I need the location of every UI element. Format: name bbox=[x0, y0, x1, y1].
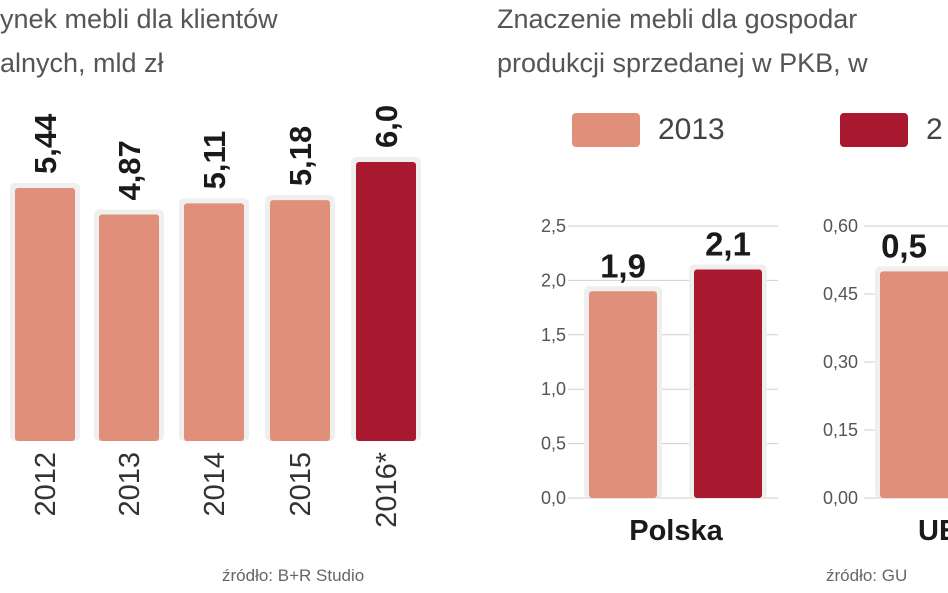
polska-ytick-5: 2,5 bbox=[541, 216, 566, 236]
ue-ytick-4: 0,60 bbox=[823, 216, 858, 236]
left-chart-source: źródło: B+R Studio bbox=[222, 566, 365, 585]
polska-bar-1 bbox=[694, 269, 762, 498]
legend-label-second: 2 bbox=[926, 113, 943, 146]
polska-bar-0 bbox=[589, 291, 657, 498]
polska-ytick-3: 1,5 bbox=[541, 325, 566, 345]
category-label-2016*: 2016* bbox=[371, 452, 403, 528]
right-chart-source: źródło: GU bbox=[826, 566, 908, 585]
ue-bar-0 bbox=[880, 271, 948, 498]
value-label-2014: 5,11 bbox=[197, 131, 232, 190]
value-label-2012: 5,44 bbox=[28, 113, 63, 174]
legend-swatch-second bbox=[840, 113, 908, 147]
legend-item-second: 2 bbox=[840, 113, 943, 147]
bar-2015 bbox=[270, 200, 330, 441]
group-label-polska: Polska bbox=[629, 515, 723, 547]
right-chart-title-line2: produkcji sprzedanej w PKB, w bbox=[497, 48, 868, 78]
polska-ytick-1: 0,5 bbox=[541, 434, 566, 454]
category-label-2013: 2013 bbox=[114, 452, 146, 517]
value-label-2013: 4,87 bbox=[112, 140, 147, 200]
ue-ytick-0: 0,00 bbox=[823, 488, 858, 508]
category-label-2014: 2014 bbox=[199, 452, 231, 517]
ue-ytick-2: 0,30 bbox=[823, 352, 858, 372]
legend-swatch-2013 bbox=[572, 113, 640, 147]
legend-item-2013: 2013 bbox=[572, 113, 725, 147]
legend-label-2013: 2013 bbox=[658, 113, 725, 146]
bar-2014 bbox=[184, 203, 244, 441]
polska-ytick-4: 2,0 bbox=[541, 270, 566, 290]
bar-2012 bbox=[15, 188, 75, 441]
category-label-2015: 2015 bbox=[285, 452, 317, 517]
right-chart-title-line1: Znaczenie mebli dla gospodar bbox=[497, 4, 858, 34]
bar-2016* bbox=[356, 162, 416, 441]
value-label-2016*: 6,0 bbox=[369, 105, 404, 148]
left-chart-title-line1: ynek mebli dla klientów bbox=[0, 4, 278, 34]
polska-value-label-1: 2,1 bbox=[705, 226, 751, 263]
polska-ytick-0: 0,0 bbox=[541, 488, 566, 508]
left-chart-title-line2: alnych, mld zł bbox=[0, 48, 164, 78]
value-label-2015: 5,18 bbox=[283, 126, 318, 186]
category-label-2012: 2012 bbox=[30, 452, 62, 517]
bar-2013 bbox=[99, 214, 159, 441]
group-label-ue: UE bbox=[918, 515, 948, 547]
ue-value-label-0: 0,5 bbox=[881, 227, 927, 264]
polska-ytick-2: 1,0 bbox=[541, 379, 566, 399]
ue-ytick-3: 0,45 bbox=[823, 284, 858, 304]
ue-ytick-1: 0,15 bbox=[823, 420, 858, 440]
polska-value-label-0: 1,9 bbox=[600, 247, 646, 284]
